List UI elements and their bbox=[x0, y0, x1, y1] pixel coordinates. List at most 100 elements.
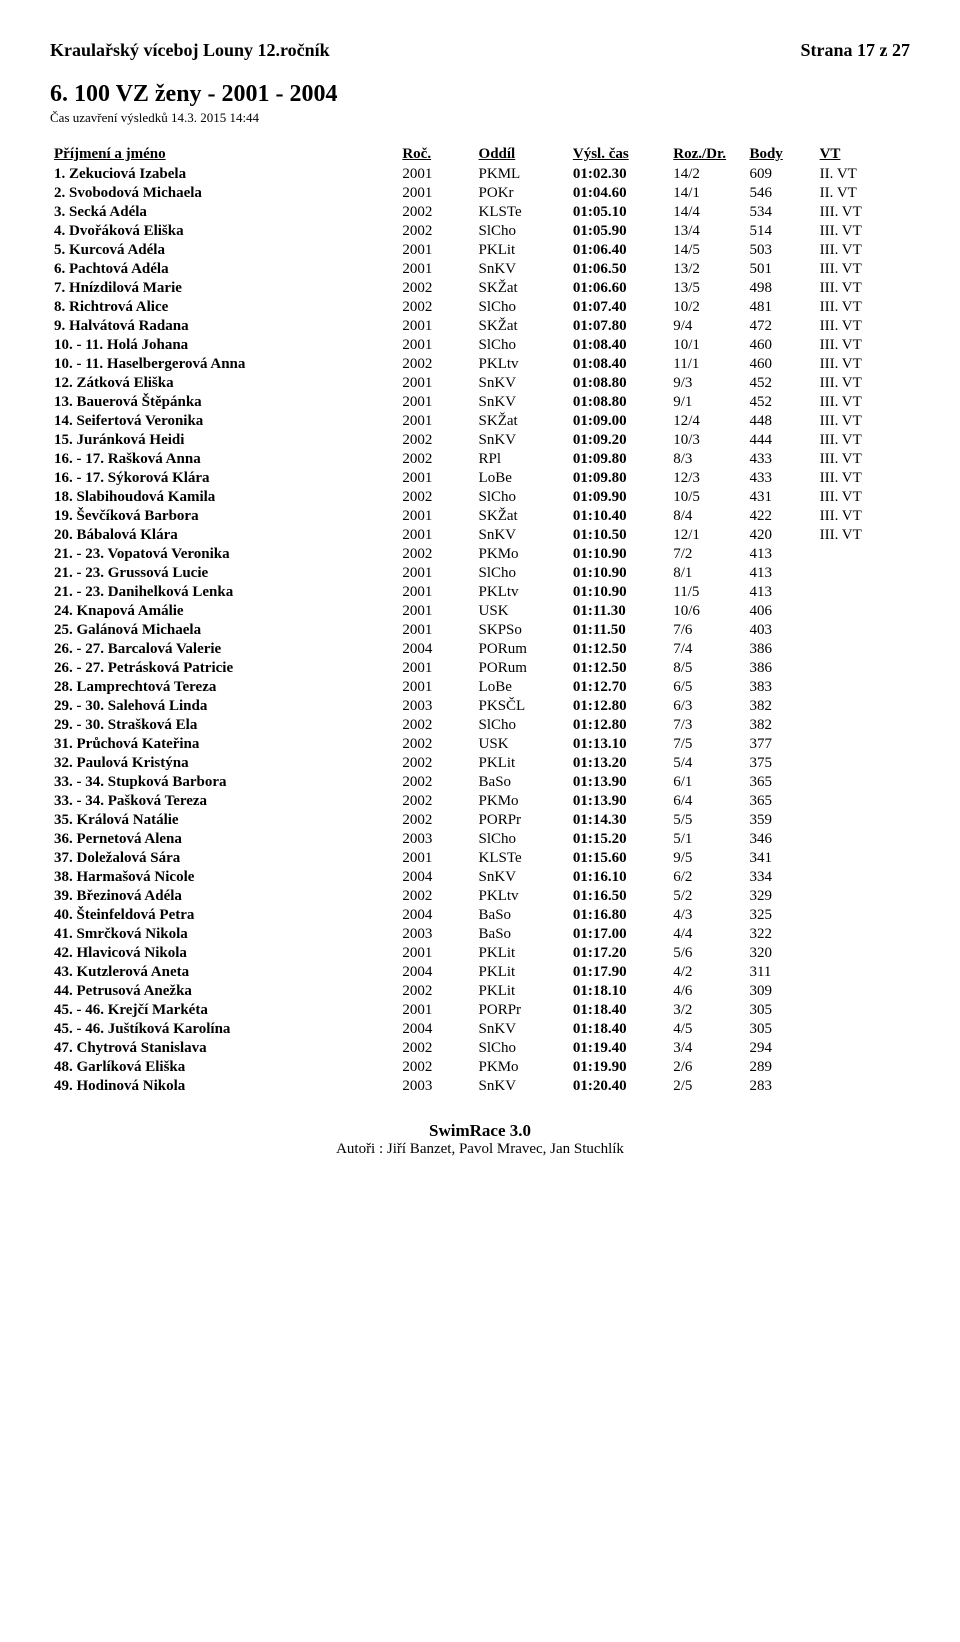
cell-name: 21. - 23. Vopatová Veronika bbox=[50, 545, 398, 564]
table-row: 15. Juránková Heidi2002SnKV01:09.2010/34… bbox=[50, 431, 910, 450]
cell-year: 2004 bbox=[398, 868, 474, 887]
cell-vt bbox=[816, 887, 910, 906]
cell-time: 01:14.30 bbox=[569, 811, 669, 830]
cell-year: 2002 bbox=[398, 355, 474, 374]
cell-roz: 7/6 bbox=[669, 621, 745, 640]
cell-body: 346 bbox=[745, 830, 815, 849]
table-row: 43. Kutzlerová Aneta2004PKLit01:17.904/2… bbox=[50, 963, 910, 982]
cell-vt bbox=[816, 735, 910, 754]
table-row: 26. - 27. Barcalová Valerie2004PORum01:1… bbox=[50, 640, 910, 659]
cell-body: 325 bbox=[745, 906, 815, 925]
table-row: 40. Šteinfeldová Petra2004BaSo01:16.804/… bbox=[50, 906, 910, 925]
cell-time: 01:17.20 bbox=[569, 944, 669, 963]
cell-time: 01:05.90 bbox=[569, 222, 669, 241]
cell-year: 2001 bbox=[398, 412, 474, 431]
cell-club: BaSo bbox=[475, 925, 569, 944]
cell-club: SKŽat bbox=[475, 279, 569, 298]
cell-name: 10. - 11. Haselbergerová Anna bbox=[50, 355, 398, 374]
footer-title: SwimRace 3.0 bbox=[50, 1121, 910, 1141]
cell-time: 01:16.80 bbox=[569, 906, 669, 925]
cell-name: 40. Šteinfeldová Petra bbox=[50, 906, 398, 925]
cell-time: 01:10.90 bbox=[569, 564, 669, 583]
cell-year: 2002 bbox=[398, 982, 474, 1001]
cell-roz: 5/2 bbox=[669, 887, 745, 906]
table-row: 29. - 30. Strašková Ela2002SlCho01:12.80… bbox=[50, 716, 910, 735]
cell-vt bbox=[816, 944, 910, 963]
cell-body: 383 bbox=[745, 678, 815, 697]
table-row: 25. Galánová Michaela2001SKPSo01:11.507/… bbox=[50, 621, 910, 640]
cell-year: 2002 bbox=[398, 1058, 474, 1077]
table-row: 47. Chytrová Stanislava2002SlCho01:19.40… bbox=[50, 1039, 910, 1058]
cell-name: 1. Zekuciová Izabela bbox=[50, 165, 398, 184]
cell-name: 25. Galánová Michaela bbox=[50, 621, 398, 640]
table-row: 45. - 46. Krejčí Markéta2001PORPr01:18.4… bbox=[50, 1001, 910, 1020]
cell-year: 2002 bbox=[398, 754, 474, 773]
table-row: 28. Lamprechtová Tereza2001LoBe01:12.706… bbox=[50, 678, 910, 697]
cell-vt: II. VT bbox=[816, 165, 910, 184]
cell-body: 433 bbox=[745, 469, 815, 488]
cell-body: 420 bbox=[745, 526, 815, 545]
cell-roz: 8/1 bbox=[669, 564, 745, 583]
cell-roz: 5/6 bbox=[669, 944, 745, 963]
cell-body: 460 bbox=[745, 355, 815, 374]
table-row: 32. Paulová Kristýna2002PKLit01:13.205/4… bbox=[50, 754, 910, 773]
cell-club: BaSo bbox=[475, 773, 569, 792]
results-table: Příjmení a jméno Roč. Oddíl Výsl. čas Ro… bbox=[50, 144, 910, 1096]
table-row: 5. Kurcová Adéla2001PKLit01:06.4014/5503… bbox=[50, 241, 910, 260]
cell-name: 36. Pernetová Alena bbox=[50, 830, 398, 849]
cell-name: 26. - 27. Barcalová Valerie bbox=[50, 640, 398, 659]
cell-name: 6. Pachtová Adéla bbox=[50, 260, 398, 279]
cell-vt bbox=[816, 1039, 910, 1058]
cell-name: 45. - 46. Krejčí Markéta bbox=[50, 1001, 398, 1020]
cell-time: 01:09.90 bbox=[569, 488, 669, 507]
cell-time: 01:19.40 bbox=[569, 1039, 669, 1058]
cell-vt bbox=[816, 982, 910, 1001]
cell-name: 33. - 34. Pašková Tereza bbox=[50, 792, 398, 811]
cell-club: KLSTe bbox=[475, 203, 569, 222]
cell-roz: 9/1 bbox=[669, 393, 745, 412]
cell-roz: 10/6 bbox=[669, 602, 745, 621]
cell-time: 01:18.40 bbox=[569, 1001, 669, 1020]
cell-year: 2001 bbox=[398, 241, 474, 260]
cell-year: 2002 bbox=[398, 298, 474, 317]
cell-roz: 14/2 bbox=[669, 165, 745, 184]
cell-body: 365 bbox=[745, 792, 815, 811]
cell-time: 01:05.10 bbox=[569, 203, 669, 222]
cell-name: 18. Slabihoudová Kamila bbox=[50, 488, 398, 507]
cell-roz: 10/2 bbox=[669, 298, 745, 317]
table-row: 24. Knapová Amálie2001USK01:11.3010/6406 bbox=[50, 602, 910, 621]
cell-body: 320 bbox=[745, 944, 815, 963]
cell-year: 2001 bbox=[398, 165, 474, 184]
table-row: 29. - 30. Salehová Linda2003PKSČL01:12.8… bbox=[50, 697, 910, 716]
cell-year: 2001 bbox=[398, 659, 474, 678]
cell-vt: III. VT bbox=[816, 317, 910, 336]
cell-time: 01:13.10 bbox=[569, 735, 669, 754]
table-row: 14. Seifertová Veronika2001SKŽat01:09.00… bbox=[50, 412, 910, 431]
cell-body: 433 bbox=[745, 450, 815, 469]
cell-year: 2002 bbox=[398, 488, 474, 507]
cell-roz: 4/3 bbox=[669, 906, 745, 925]
cell-year: 2002 bbox=[398, 203, 474, 222]
cell-roz: 10/5 bbox=[669, 488, 745, 507]
cell-club: PKLit bbox=[475, 754, 569, 773]
cell-roz: 6/3 bbox=[669, 697, 745, 716]
table-row: 42. Hlavicová Nikola2001PKLit01:17.205/6… bbox=[50, 944, 910, 963]
cell-club: USK bbox=[475, 735, 569, 754]
cell-time: 01:11.30 bbox=[569, 602, 669, 621]
header-left: Kraulařský víceboj Louny 12.ročník bbox=[50, 40, 330, 61]
cell-club: SnKV bbox=[475, 374, 569, 393]
col-body: Body bbox=[745, 144, 815, 165]
cell-roz: 6/1 bbox=[669, 773, 745, 792]
cell-body: 334 bbox=[745, 868, 815, 887]
cell-vt bbox=[816, 659, 910, 678]
cell-club: PORum bbox=[475, 659, 569, 678]
cell-name: 42. Hlavicová Nikola bbox=[50, 944, 398, 963]
cell-vt bbox=[816, 849, 910, 868]
cell-time: 01:09.80 bbox=[569, 450, 669, 469]
cell-year: 2004 bbox=[398, 640, 474, 659]
cell-club: LoBe bbox=[475, 469, 569, 488]
cell-club: BaSo bbox=[475, 906, 569, 925]
cell-name: 39. Březinová Adéla bbox=[50, 887, 398, 906]
cell-year: 2004 bbox=[398, 906, 474, 925]
cell-vt bbox=[816, 1058, 910, 1077]
